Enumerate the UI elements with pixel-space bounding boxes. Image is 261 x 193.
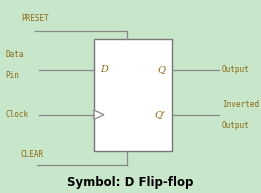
Text: Q’: Q’: [155, 110, 166, 119]
Text: Pin: Pin: [5, 71, 19, 80]
Text: D: D: [100, 65, 108, 74]
Text: Inverted: Inverted: [222, 100, 259, 109]
Polygon shape: [94, 110, 104, 119]
Text: Output: Output: [222, 65, 250, 74]
Text: Symbol: D Flip-flop: Symbol: D Flip-flop: [67, 176, 194, 189]
Bar: [94, 39, 172, 151]
Text: Output: Output: [222, 120, 250, 130]
Text: Q: Q: [158, 65, 166, 74]
Text: PRESET: PRESET: [21, 14, 49, 23]
Text: Data: Data: [5, 50, 24, 59]
Text: CLEAR: CLEAR: [21, 150, 44, 159]
Text: Clock: Clock: [5, 110, 28, 119]
